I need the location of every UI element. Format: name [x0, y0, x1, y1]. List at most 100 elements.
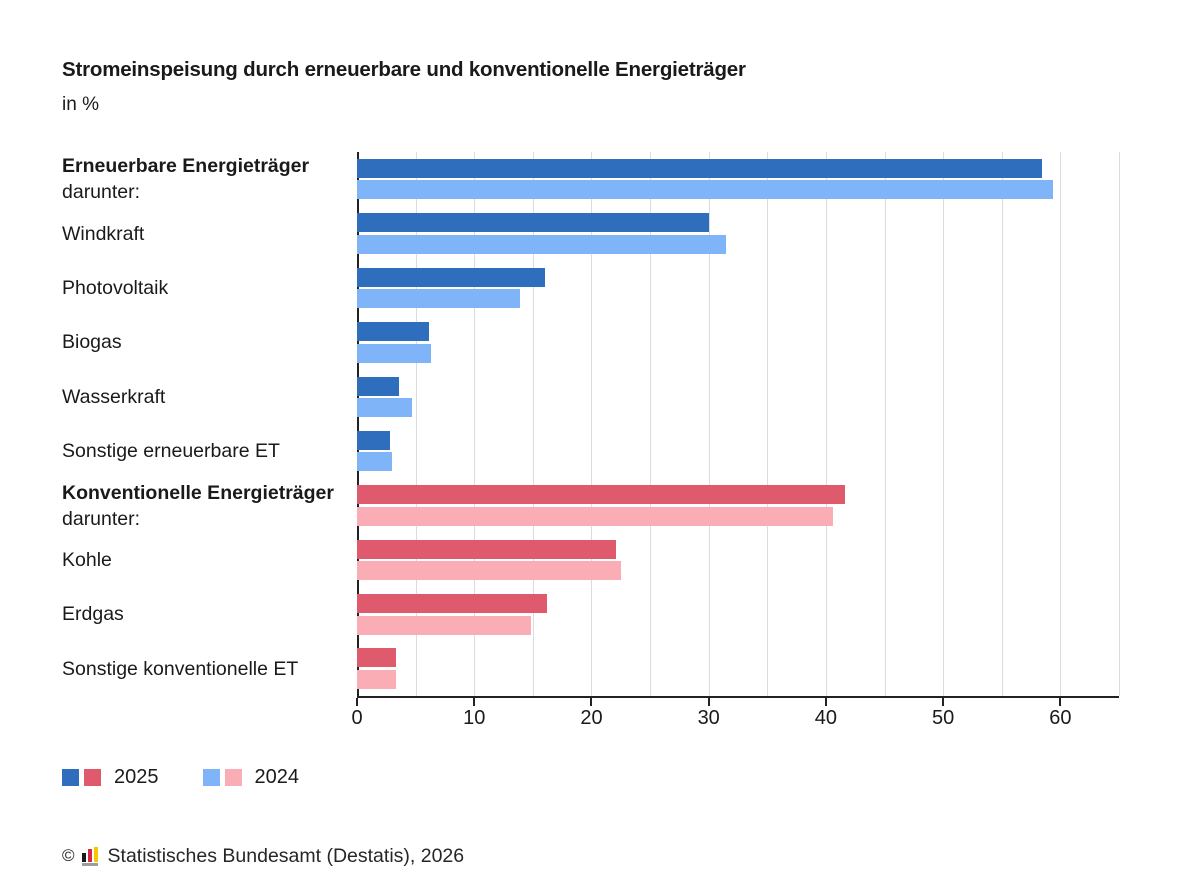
- bar-pair: [357, 485, 1119, 526]
- axis-tick-label: 0: [351, 706, 363, 729]
- axis-tick: [824, 697, 827, 706]
- category-sublabel: darunter:: [62, 181, 141, 204]
- category-label: Windkraft: [0, 221, 357, 247]
- chart-row: Erdgas: [0, 587, 1119, 641]
- chart-row: Erneuerbare Energieträger darunter:: [0, 152, 1119, 206]
- axis-tick: [707, 697, 710, 706]
- category-label: Sonstige erneuerbare ET: [0, 438, 357, 464]
- category-label-text: Photovoltaik: [62, 276, 169, 299]
- chart-row: Sonstige erneuerbare ET: [0, 424, 1119, 478]
- axis-tick: [1059, 697, 1062, 706]
- axis-tick-label: 20: [580, 706, 603, 729]
- category-label: Erneuerbare Energieträger darunter:: [0, 153, 357, 205]
- legend-swatch: [224, 768, 242, 786]
- category-label-text: Erneuerbare Energieträger: [62, 155, 310, 178]
- legend-swatch: [62, 768, 79, 786]
- bar-2024: [357, 343, 431, 363]
- category-label-text: Wasserkraft: [62, 385, 166, 408]
- bar-pair: [357, 158, 1119, 200]
- axis-tick-label: 30: [697, 706, 720, 729]
- bar-2024: [357, 398, 413, 417]
- legend-swatch: [84, 768, 101, 786]
- bar-pair: [357, 594, 1119, 635]
- legend-label: 2025: [114, 765, 159, 788]
- axis-tick-label: 60: [1049, 706, 1072, 729]
- bar-2025: [357, 322, 429, 342]
- chart-row: Windkraft: [0, 206, 1119, 260]
- chart-title: Stromeinspeisung durch erneuerbare und k…: [62, 58, 746, 81]
- category-label: Kohle: [0, 547, 357, 573]
- bar-2025: [357, 539, 617, 559]
- category-label: Konventionelle Energieträger darunter:: [0, 480, 357, 532]
- bar-chart: Erneuerbare Energieträger darunter: Windkr…: [0, 152, 1200, 732]
- legend: 2025 2024: [62, 766, 1200, 789]
- category-label-text: Kohle: [62, 548, 112, 571]
- bar-2025: [357, 158, 1042, 178]
- legend-label: 2024: [254, 765, 300, 788]
- bar-pair: [357, 430, 1119, 472]
- category-label-text: Biogas: [62, 331, 122, 354]
- category-label-text: Sonstige erneuerbare ET: [62, 440, 280, 463]
- bar-pair: [357, 213, 1119, 254]
- bar-2024: [357, 234, 727, 254]
- legend-item: 2025: [62, 766, 159, 789]
- legend-swatch: [202, 768, 220, 786]
- axis-tick: [942, 697, 945, 706]
- legend-item: 2024: [202, 765, 300, 789]
- bar-pair: [357, 376, 1119, 417]
- bar-2024: [357, 669, 396, 689]
- bar-2025: [357, 485, 845, 505]
- category-label: Photovoltaik: [0, 275, 357, 301]
- category-label-text: Konventionelle Energieträger: [62, 481, 334, 504]
- category-label: Sonstige konventionelle ET: [0, 656, 357, 682]
- category-label: Biogas: [0, 329, 357, 355]
- source-note: © Statistisches Bundesamt (Destatis), 20…: [62, 845, 1200, 868]
- category-label: Wasserkraft: [0, 384, 357, 410]
- x-axis: 0 10 20 30 40 50 60: [351, 697, 1119, 732]
- bar-2024: [357, 289, 520, 309]
- bar-pair: [357, 322, 1119, 363]
- bar-2024: [357, 180, 1054, 200]
- bar-2025: [357, 594, 547, 614]
- copyright-symbol: ©: [62, 846, 75, 866]
- bar-2024: [357, 561, 621, 581]
- logo-bar: [81, 852, 86, 862]
- category-label-text: Erdgas: [62, 603, 124, 626]
- category-sublabel: darunter:: [62, 507, 141, 530]
- bar-2024: [357, 452, 393, 472]
- gridline: [1119, 152, 1120, 696]
- x-axis-line: [357, 695, 1119, 698]
- bar-pair: [357, 648, 1119, 689]
- axis-tick: [590, 697, 593, 706]
- bar-pair: [357, 267, 1119, 309]
- bar-2025: [357, 648, 396, 668]
- axis-tick: [473, 697, 476, 706]
- destatis-logo-icon: [81, 846, 98, 866]
- logo-bar: [87, 848, 92, 862]
- category-label-text: Sonstige konventionelle ET: [62, 657, 299, 680]
- axis-tick-label: 10: [463, 706, 486, 729]
- chart-unit-subtitle: in %: [62, 94, 99, 115]
- bar-2024: [357, 615, 531, 635]
- source-text: Statistisches Bundesamt (Destatis), 2026: [107, 844, 465, 867]
- chart-row: Konventionelle Energieträger darunter:: [0, 478, 1119, 532]
- axis-tick-label: 50: [932, 706, 955, 729]
- chart-row: Wasserkraft: [0, 370, 1119, 424]
- axis-tick-label: 40: [814, 706, 838, 729]
- chart-row: Kohle: [0, 533, 1119, 587]
- chart-row: Biogas: [0, 315, 1119, 369]
- plot-area: Erneuerbare Energieträger darunter: Windkr…: [0, 152, 1120, 696]
- bar-pair: [357, 539, 1119, 581]
- category-label: Erdgas: [0, 601, 357, 627]
- chart-row: Photovoltaik: [0, 261, 1119, 315]
- logo-bar: [93, 846, 98, 862]
- chart-row: Sonstige konventionelle ET: [0, 642, 1119, 696]
- bar-2025: [357, 267, 545, 287]
- bar-2025: [357, 430, 390, 450]
- bar-2025: [357, 213, 709, 233]
- bar-2025: [357, 376, 400, 396]
- bar-2024: [357, 506, 833, 526]
- category-label-text: Windkraft: [62, 222, 145, 245]
- axis-tick: [356, 697, 358, 706]
